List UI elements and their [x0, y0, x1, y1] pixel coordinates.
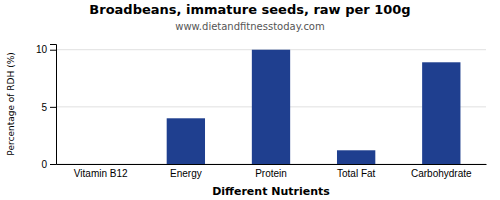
- bar: [82, 164, 120, 165]
- y-tick-label: 10: [36, 44, 48, 55]
- y-axis-title: Percentage of RDH (%): [6, 52, 16, 155]
- x-axis-title: Different Nutrients: [212, 185, 330, 198]
- bar: [337, 150, 375, 164]
- x-tick-label: Protein: [255, 168, 287, 179]
- x-tick: Carbohydrate: [411, 168, 472, 179]
- grid: [56, 50, 486, 164]
- plot: 0 5 10 Vitamin B12 Energy Protein Total Fat Car…: [36, 44, 487, 179]
- x-axis: Vitamin B12 Energy Protein Total Fat Carbohy…: [57, 165, 487, 180]
- x-axis-line: [57, 164, 487, 165]
- x-tick-label: Carbohydrate: [411, 168, 472, 179]
- x-tick-label: Total Fat: [337, 168, 376, 179]
- x-tick: Protein: [255, 168, 287, 179]
- y-axis-line: [50, 45, 57, 165]
- bar: [422, 62, 460, 164]
- y-axis: 0 5 10: [36, 44, 57, 169]
- subtitle: www.dietandfitnesstoday.com: [175, 21, 324, 32]
- x-tick-label: Vitamin B12: [74, 168, 128, 179]
- bar: [167, 118, 205, 164]
- y-tick: 10: [36, 44, 56, 55]
- y-tick: 5: [41, 102, 56, 113]
- title: Broadbeans, immature seeds, raw per 100g: [89, 2, 410, 17]
- y-tick-mark: [50, 50, 56, 51]
- y-tick-label: 0: [41, 159, 47, 170]
- y-tick-label: 5: [41, 102, 47, 113]
- x-tick: Energy: [170, 168, 202, 179]
- chart: Broadbeans, immature seeds, raw per 100g…: [0, 0, 500, 200]
- y-tick-mark: [50, 164, 56, 165]
- bar: [252, 50, 290, 164]
- y-tick-mark: [50, 107, 56, 108]
- bars: [167, 50, 461, 164]
- x-tick: Vitamin B12: [74, 168, 128, 179]
- x-tick-label: Energy: [170, 168, 202, 179]
- y-tick: 0: [41, 159, 56, 170]
- x-tick: Total Fat: [337, 168, 376, 179]
